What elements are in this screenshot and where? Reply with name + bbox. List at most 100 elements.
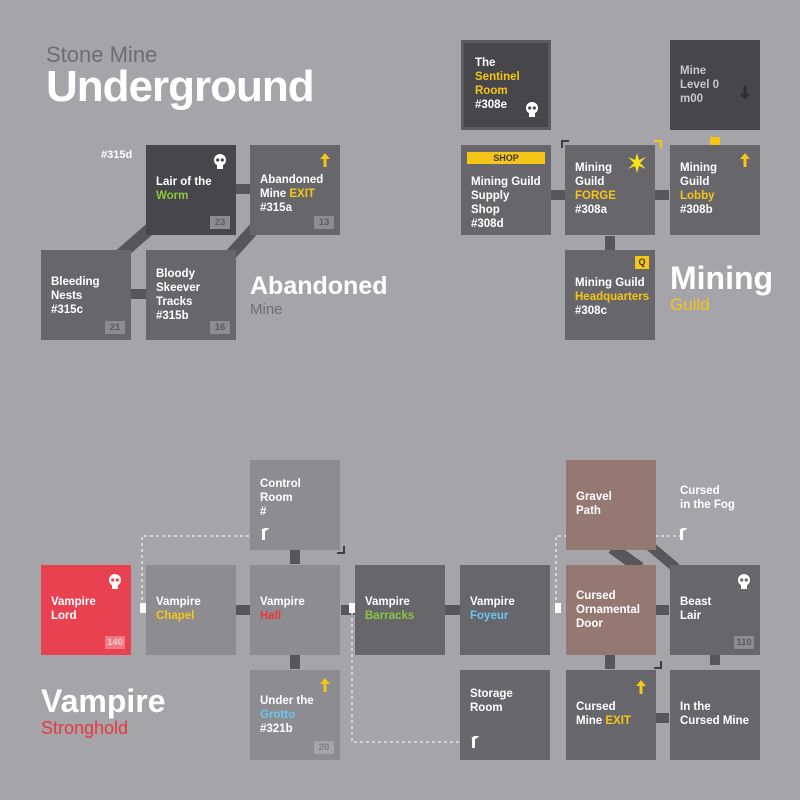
connector-ornamental-beast <box>655 605 669 615</box>
door-marker <box>555 603 561 613</box>
room-mine-level-0[interactable]: Mine Level 0 m00 <box>670 40 760 130</box>
room-label-highlight: Sentinel <box>475 71 520 83</box>
room-id: #315c <box>51 304 83 316</box>
room-label: Supply Shop <box>471 190 510 216</box>
skull-icon <box>738 574 750 589</box>
hook-icon <box>679 528 687 540</box>
room-label: Mining <box>575 162 613 174</box>
room-label: Abandoned <box>260 174 324 186</box>
connector-forge-hq <box>605 236 615 250</box>
room-label: Guild <box>680 176 710 188</box>
room-under-the-grotto[interactable]: Under the Grotto #321b 20 <box>250 670 340 760</box>
room-gravel-path[interactable]: Gravel Path <box>566 460 656 550</box>
arrow-down-icon <box>740 86 750 100</box>
connector-barracks-foyeur <box>445 605 461 615</box>
room-label: Cursed <box>576 701 616 713</box>
section-subtitle-abandoned: Mine <box>250 301 283 318</box>
room-sentinel-room[interactable]: The Sentinel Room #308e <box>461 40 551 130</box>
room-id: #308b <box>680 204 713 216</box>
room-label-highlight: Room <box>475 85 508 97</box>
room-label-highlight: FORGE <box>575 190 616 202</box>
connector-forge-lobby <box>655 190 669 200</box>
room-label: Vampire <box>51 596 96 608</box>
room-cursed-in-the-fog[interactable]: Cursed in the Fog <box>680 484 735 512</box>
connector-hall-control <box>290 550 300 564</box>
room-label: Tracks <box>156 296 193 308</box>
room-label: Door <box>576 618 603 630</box>
room-label: Level 0 <box>680 79 719 91</box>
map-subtitle: Stone Mine <box>46 42 158 67</box>
shop-badge: SHOP <box>467 152 545 164</box>
room-label-highlight: Worm <box>156 190 189 202</box>
room-cursed-ornamental-door[interactable]: Cursed Ornamental Door <box>566 565 656 655</box>
dashed-link-barracks-storage <box>351 606 472 743</box>
room-vampire-foyeur[interactable]: Vampire Foyeur <box>460 565 550 655</box>
connector-chapel-hall <box>236 605 250 615</box>
room-id: #308d <box>471 218 504 230</box>
section-subtitle-vampire: Stronghold <box>41 718 129 738</box>
room-id: #321b <box>260 723 293 735</box>
room-lair-of-the-worm[interactable]: Lair of the Worm 23 <box>146 145 236 235</box>
room-label: Mine EXIT <box>576 714 646 728</box>
room-mining-guild-headquarters[interactable]: Q Mining Guild Headquarters #308c <box>565 250 655 340</box>
room-bleeding-nests[interactable]: Bleeding Nests #315c 21 <box>41 250 131 340</box>
skull-icon <box>214 154 226 169</box>
corner-bracket <box>654 661 662 669</box>
arrow-up-icon <box>320 153 330 167</box>
room-label: Room <box>470 702 503 714</box>
room-label: Guild <box>575 176 605 188</box>
room-label: Cursed <box>680 485 720 497</box>
room-label: Beast <box>680 596 712 608</box>
corner-bracket <box>561 140 569 148</box>
forge-spark-icon <box>628 153 646 173</box>
room-label: Vampire <box>470 596 515 608</box>
connector-hall-grotto <box>290 655 300 669</box>
corner-bracket <box>337 546 345 554</box>
room-mining-guild-forge[interactable]: Mining Guild FORGE #308a <box>565 145 655 235</box>
section-title-vampire: Vampire <box>41 683 166 719</box>
room-id: #315a <box>260 202 292 214</box>
section-title-abandoned: Abandoned <box>250 272 388 300</box>
connector-lobby-level0 <box>710 137 720 145</box>
room-label: Bloody <box>156 268 195 280</box>
skull-icon <box>109 574 121 589</box>
room-bloody-skeever-tracks[interactable]: Bloody Skeever Tracks #315b 16 <box>146 250 236 340</box>
hook-icon <box>261 528 269 540</box>
room-label-highlight: Foyeur <box>470 610 509 622</box>
dashed-link-chapel-control <box>141 535 264 606</box>
connector-cexit-cursedmine <box>655 713 669 723</box>
room-label: Mine <box>680 65 707 77</box>
room-label: In the <box>680 701 711 713</box>
room-label-part: Mine <box>260 188 290 200</box>
map-title: Underground <box>46 62 315 111</box>
room-label: Skeever <box>156 282 201 294</box>
room-id: # <box>260 506 267 518</box>
room-label-part: Mine <box>576 715 606 727</box>
room-label: Lair of the <box>156 176 212 188</box>
room-label: Vampire <box>156 596 201 608</box>
room-mining-guild-supply-shop[interactable]: SHOP Mining Guild Supply Shop #308d <box>461 145 551 235</box>
room-abandoned-mine-exit[interactable]: Abandoned Mine EXIT #315a 13 <box>250 145 340 235</box>
room-vampire-lord[interactable]: Vampire Lord 140 <box>41 565 131 655</box>
room-in-the-cursed-mine[interactable]: In the Cursed Mine <box>670 670 760 760</box>
room-vampire-hall[interactable]: Vampire Hall <box>250 565 340 655</box>
exit-label: EXIT <box>289 188 315 200</box>
room-vampire-chapel[interactable]: Vampire Chapel <box>146 565 236 655</box>
connector-beast-cursedmine <box>710 655 720 665</box>
room-id: #308e <box>475 99 507 111</box>
room-label: Nests <box>51 290 83 302</box>
arrow-up-icon <box>636 680 646 694</box>
room-label: Gravel <box>576 491 612 503</box>
room-label: Path <box>576 505 601 517</box>
room-number-badge: 21 <box>105 321 125 334</box>
room-beast-lair[interactable]: Beast Lair 110 <box>670 565 760 655</box>
room-label: Vampire <box>260 596 305 608</box>
hook-icon <box>471 736 479 748</box>
room-mining-guild-lobby[interactable]: Mining Guild Lobby #308b <box>670 145 760 235</box>
room-vampire-barracks[interactable]: Vampire Barracks <box>355 565 445 655</box>
room-label-highlight: Headquarters <box>575 291 650 303</box>
door-marker <box>140 603 146 613</box>
room-label: Mine EXIT <box>260 187 330 201</box>
skull-icon <box>526 102 538 117</box>
room-cursed-mine-exit[interactable]: Cursed Mine EXIT <box>566 670 656 760</box>
